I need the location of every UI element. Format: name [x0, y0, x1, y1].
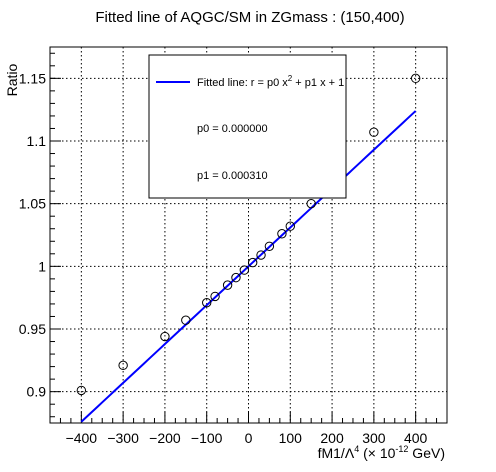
- y-axis-title: Ratio: [4, 63, 20, 96]
- x-tick-label: 300: [362, 430, 386, 446]
- x-tick-label: −300: [107, 430, 139, 446]
- chart-title: Fitted line of AQGC/SM in ZGmass : (150,…: [95, 9, 404, 26]
- x-axis-title-main: fM1/Λ: [318, 445, 355, 461]
- x-axis-title-paren: (× 10: [359, 445, 395, 461]
- x-tick-label: −100: [191, 430, 223, 446]
- x-axis-title-sup: 4: [354, 444, 359, 454]
- legend-p1: p1 = 0.000310: [197, 170, 268, 182]
- x-tick-label: 400: [404, 430, 428, 446]
- x-tick-label: 0: [245, 430, 253, 446]
- data-point: [239, 265, 250, 275]
- data-point: [264, 241, 275, 251]
- x-axis-title-unit: GeV): [408, 445, 445, 461]
- x-tick-label: −200: [149, 430, 181, 446]
- legend-fit-label-suffix: + p1 x + 1: [292, 77, 344, 89]
- fit-line: [80, 110, 417, 423]
- data-point: [118, 360, 128, 371]
- x-axis-title: fM1/Λ4 (× 10-12 GeV): [318, 444, 445, 461]
- y-tick-label: 1: [38, 258, 46, 274]
- legend-box: [148, 54, 347, 199]
- y-tick-label: 1.05: [19, 196, 46, 212]
- x-tick-label: 200: [320, 430, 344, 446]
- data-point: [160, 331, 170, 342]
- x-axis-title-exp: -12: [395, 444, 408, 454]
- data-point: [369, 127, 379, 137]
- data-point: [231, 272, 241, 283]
- data-point: [306, 198, 316, 209]
- y-tick-labels: 0.9 0.95 1 1.05 1.1 1.15: [19, 70, 46, 399]
- y-tick-label: 0.95: [19, 321, 46, 337]
- x-tick-label: 100: [279, 430, 303, 446]
- data-point: [277, 229, 287, 239]
- legend-fit-label-prefix: Fitted line: r = p0 x: [197, 77, 288, 89]
- y-tick-label: 1.1: [27, 133, 47, 149]
- y-tick-label: 0.9: [27, 384, 47, 400]
- grid: [50, 47, 447, 423]
- axis-ticks: [50, 52, 438, 423]
- x-tick-labels: −400 −300 −200 −100 0 100 200 300 400: [66, 430, 428, 446]
- legend-fit-label: Fitted line: r = p0 x2 + p1 x + 1: [197, 74, 344, 89]
- data-point: [410, 73, 421, 84]
- data-point: [202, 297, 212, 308]
- y-tick-label: 1.15: [19, 70, 46, 86]
- data-point: [76, 385, 87, 396]
- data-point: [210, 291, 220, 302]
- legend-fit-label-sup: 2: [288, 74, 293, 83]
- data-point: [181, 315, 191, 325]
- data-point: [256, 250, 266, 260]
- data-points: [76, 73, 421, 396]
- legend-p0: p0 = 0.000000: [197, 123, 268, 135]
- data-point: [222, 280, 233, 290]
- data-point: [285, 221, 295, 231]
- data-point: [247, 257, 258, 268]
- legend: Fitted line: r = p0 x2 + p1 x + 1 p0 = 0…: [148, 54, 347, 199]
- x-tick-label: −400: [66, 430, 98, 446]
